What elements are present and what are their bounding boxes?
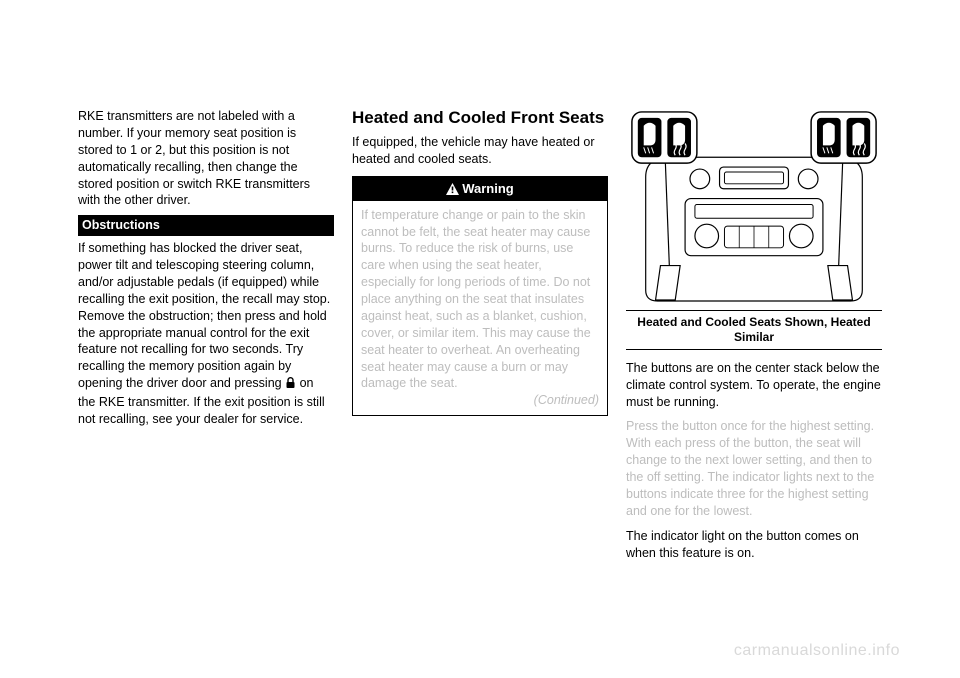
press-button-paragraph: Press the button once for the highest se… xyxy=(626,418,882,519)
buttons-location-paragraph: The buttons are on the center stack belo… xyxy=(626,360,882,411)
watermark: carmanualsonline.info xyxy=(734,642,900,660)
warning-header: Warning xyxy=(353,177,607,201)
warning-continued: (Continued) xyxy=(361,392,599,409)
warning-text: If temperature change or pain to the ski… xyxy=(361,208,591,391)
lock-icon xyxy=(285,377,296,394)
indicator-light-paragraph: The indicator light on the button comes … xyxy=(626,528,882,562)
figure-caption: Heated and Cooled Seats Shown, Heated Si… xyxy=(626,310,882,350)
warning-triangle-icon xyxy=(446,183,459,195)
column-1: RKE transmitters are not labeled with a … xyxy=(78,108,334,628)
section-title: Heated and Cooled Front Seats xyxy=(352,108,608,128)
column-2: Heated and Cooled Front Seats If equippe… xyxy=(352,108,608,628)
warning-body: If temperature change or pain to the ski… xyxy=(353,201,607,416)
obstructions-paragraph: If something has blocked the driver seat… xyxy=(78,240,334,428)
seat-controls-figure xyxy=(626,108,882,305)
page-content: RKE transmitters are not labeled with a … xyxy=(78,108,882,628)
column-3: Heated and Cooled Seats Shown, Heated Si… xyxy=(626,108,882,628)
intro-paragraph: If equipped, the vehicle may have heated… xyxy=(352,134,608,168)
warning-label: Warning xyxy=(462,181,514,196)
warning-box: Warning If temperature change or pain to… xyxy=(352,176,608,416)
obstructions-heading: Obstructions xyxy=(78,215,334,236)
rke-paragraph: RKE transmitters are not labeled with a … xyxy=(78,108,334,209)
obstructions-text-a: If something has blocked the driver seat… xyxy=(78,241,330,390)
